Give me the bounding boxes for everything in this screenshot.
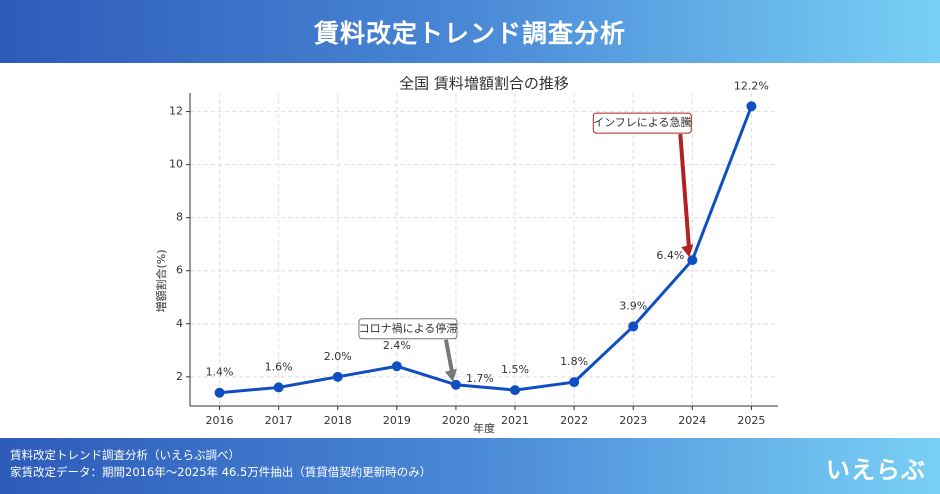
footer-line: 家賃改定データ：期間2016年〜2025年 46.5万件抽出（賃貸借契約更新時の… [10,465,432,479]
x-tick-label: 2022 [560,414,588,427]
x-tick-label: 2020 [442,414,470,427]
value-label: 3.9% [619,299,647,312]
point [273,382,284,393]
point [746,101,757,112]
point [510,385,521,396]
chart: 全国 賃料増額割合の推移 年度 増額割合(%) 2 4 6 8 10 12 2016 2017… [154,75,778,435]
point [214,387,225,398]
point [391,361,402,372]
annotation-box [358,318,458,340]
x-tick-label: 2023 [619,414,647,427]
point [628,321,639,332]
annotation-arrow [678,133,692,253]
header-title: 賃料改定トレンド調査分析 [0,0,940,63]
point [450,379,461,390]
annotation-text: インフレによる急騰 [593,115,691,129]
x-tick-label: 2024 [678,414,706,427]
value-label: 2.4% [383,339,411,352]
value-label: 1.5% [501,363,529,376]
y-tick-label: 6 [176,264,183,277]
annotation-text: コロナ禍による停滞 [359,321,458,335]
x-tick-label: 2019 [383,414,411,427]
x-tick-label: 2017 [265,414,293,427]
annotation-arrowhead [444,368,457,382]
value-label: 1.8% [560,355,588,368]
point [332,371,343,382]
footer-line: 賃料改定トレンド調査分析（いえらぶ調べ） [10,448,240,462]
footer: 賃料改定トレンド調査分析（いえらぶ調べ） 家賃改定データ：期間2016年〜202… [0,438,940,494]
value-label: 6.4% [656,249,684,262]
value-label: 12.2% [734,79,769,92]
point [569,377,580,388]
line [219,105,753,395]
y-tick-label: 4 [176,317,183,330]
logo: いえらぶ [826,456,926,484]
x-tick-label: 2021 [501,414,529,427]
y-tick-label: 12 [169,105,183,118]
y-tick-label: 8 [176,211,183,224]
y-tick-label: 2 [176,370,183,383]
x-tick-label: 2018 [324,414,352,427]
value-label: 1.4% [206,366,234,379]
x-tick-label: 2025 [737,414,765,427]
chart-title: 全国 賃料増額割合の推移 [399,75,569,93]
value-label: 1.7% [466,372,494,385]
point [687,255,698,266]
y-tick-label: 10 [169,158,183,171]
x-tick-label: 2016 [206,414,234,427]
x-axis-label: 年度 [473,421,495,435]
annotation-box [592,112,692,134]
value-label: 2.0% [324,350,352,363]
y-axis-label: 増額割合(%) [154,249,168,312]
value-label: 1.6% [265,360,293,373]
annotation-arrowhead [681,244,694,258]
